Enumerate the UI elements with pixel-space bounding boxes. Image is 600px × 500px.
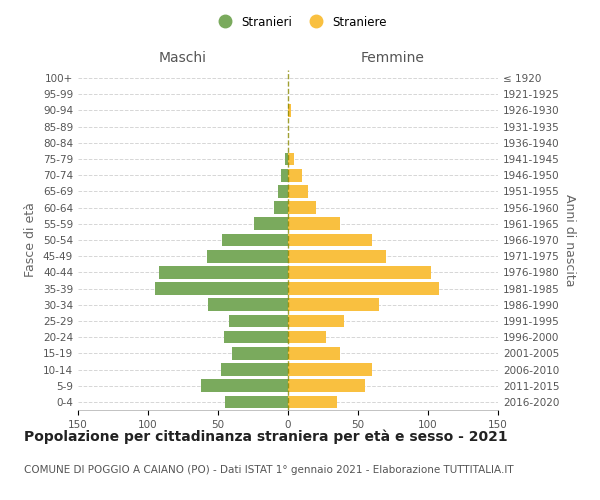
Bar	[207, 250, 288, 262]
Bar	[288, 104, 291, 117]
Bar	[232, 347, 288, 360]
Bar	[159, 266, 288, 278]
Bar	[288, 396, 337, 408]
Bar	[225, 396, 288, 408]
Bar	[288, 169, 302, 181]
Bar	[288, 185, 308, 198]
Bar	[221, 363, 288, 376]
Bar	[278, 185, 288, 198]
Bar	[288, 234, 372, 246]
Bar	[288, 298, 379, 311]
Bar	[201, 380, 288, 392]
Bar	[288, 347, 340, 360]
Text: COMUNE DI POGGIO A CAIANO (PO) - Dati ISTAT 1° gennaio 2021 - Elaborazione TUTTI: COMUNE DI POGGIO A CAIANO (PO) - Dati IS…	[24, 465, 514, 475]
Bar	[281, 169, 288, 181]
Y-axis label: Fasce di età: Fasce di età	[25, 202, 37, 278]
Bar	[285, 152, 288, 166]
Bar	[274, 202, 288, 214]
Bar	[288, 152, 293, 166]
Text: Femmine: Femmine	[361, 51, 425, 65]
Bar	[288, 363, 372, 376]
Text: Maschi: Maschi	[159, 51, 207, 65]
Bar	[208, 298, 288, 311]
Bar	[224, 331, 288, 344]
Bar	[229, 314, 288, 328]
Bar	[288, 250, 386, 262]
Bar	[222, 234, 288, 246]
Bar	[288, 282, 439, 295]
Text: Popolazione per cittadinanza straniera per età e sesso - 2021: Popolazione per cittadinanza straniera p…	[24, 430, 508, 444]
Legend: Stranieri, Straniere: Stranieri, Straniere	[208, 11, 392, 34]
Bar	[288, 331, 326, 344]
Bar	[288, 202, 316, 214]
Y-axis label: Anni di nascita: Anni di nascita	[563, 194, 576, 286]
Bar	[155, 282, 288, 295]
Bar	[288, 266, 431, 278]
Bar	[288, 314, 344, 328]
Bar	[288, 380, 365, 392]
Bar	[288, 218, 340, 230]
Bar	[254, 218, 288, 230]
